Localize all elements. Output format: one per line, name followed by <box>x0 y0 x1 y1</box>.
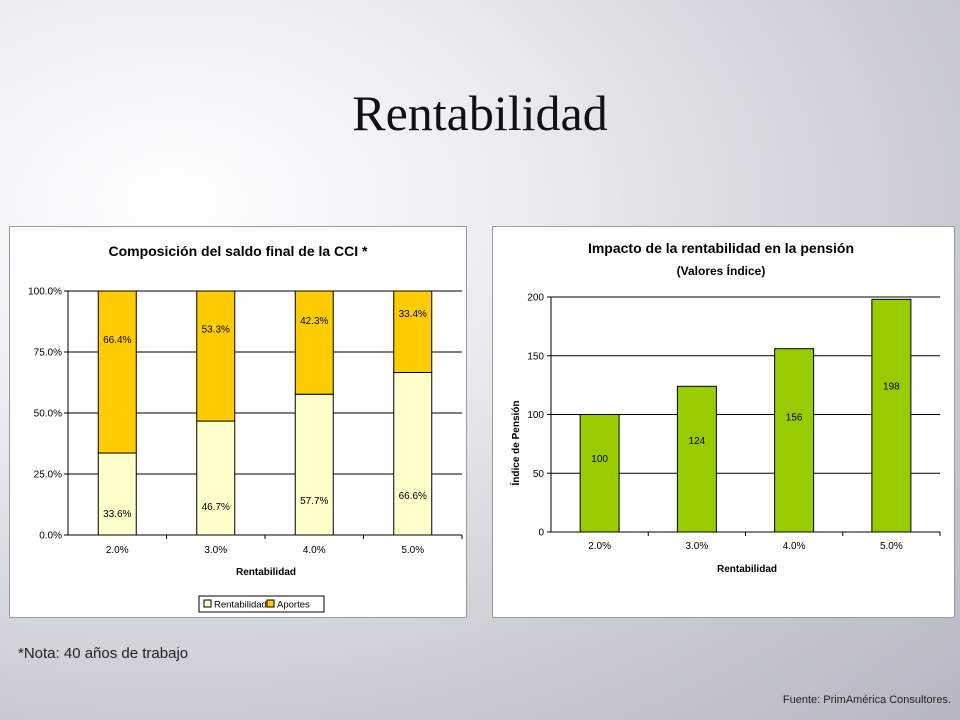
composition-chart: Composición del saldo final de la CCI * 0… <box>28 243 463 613</box>
data-label: 100 <box>591 454 608 465</box>
data-label: 66.6% <box>399 491 427 502</box>
legend-label-aportes: Aportes <box>277 600 310 611</box>
data-label: 124 <box>689 436 706 447</box>
bar-index-0 <box>579 414 620 533</box>
data-label: 46.7% <box>202 502 230 513</box>
bar-index-1 <box>676 385 717 533</box>
y-tick-label: 75.0% <box>34 348 62 359</box>
bar-aportes-1 <box>196 290 236 422</box>
y-tick-label: 0.0% <box>39 531 62 542</box>
bar-aportes-2 <box>294 290 334 395</box>
pension-index-chart-panel: Impacto de la rentabilidad en la pensión… <box>492 226 955 618</box>
legend-label-rentabilidad: Rentabilidad <box>214 600 267 611</box>
x-tick-label: 4.0% <box>303 545 326 556</box>
y-tick-label: 25.0% <box>34 470 62 481</box>
x-axis-label: Rentabilidad <box>717 564 777 575</box>
composition-chart-panel: Composición del saldo final de la CCI * 0… <box>9 226 467 618</box>
y-tick-label: 50 <box>533 469 545 480</box>
data-label: 33.4% <box>399 309 427 320</box>
y-tick-label: 100 <box>527 410 544 421</box>
bar-rentabilidad-1 <box>196 420 236 536</box>
slide-title: Rentabilidad <box>352 85 608 141</box>
bar-aportes-3 <box>393 290 433 373</box>
data-label: 33.6% <box>103 509 131 520</box>
data-label: 198 <box>883 381 900 392</box>
y-axis-label: Índice de Pensión <box>509 400 522 485</box>
y-tick-label: 100.0% <box>28 287 62 298</box>
legend-swatch-rentabilidad <box>203 599 212 608</box>
data-label: 57.7% <box>300 496 328 507</box>
footnote: *Nota: 40 años de trabajo <box>18 645 189 662</box>
bar-rentabilidad-2 <box>294 393 334 536</box>
y-tick-label: 200 <box>527 293 544 304</box>
chart-title: Impacto de la rentabilidad en la pensión <box>588 240 854 256</box>
legend-swatch-aportes <box>266 599 275 608</box>
bar-rentabilidad-0 <box>97 452 137 536</box>
y-tick-label: 50.0% <box>34 409 62 420</box>
bar-index-2 <box>774 348 815 533</box>
x-tick-label: 2.0% <box>588 541 611 552</box>
bar-rentabilidad-3 <box>393 371 433 536</box>
data-label: 53.3% <box>202 325 230 336</box>
chart-title: Composición del saldo final de la CCI * <box>108 243 368 259</box>
source-credit: Fuente: PrimAmérica Consultores. <box>782 694 951 706</box>
data-label: 156 <box>786 413 803 424</box>
x-tick-label: 3.0% <box>204 545 227 556</box>
x-tick-label: 5.0% <box>401 545 424 556</box>
x-axis-label: Rentabilidad <box>236 567 296 578</box>
x-tick-label: 5.0% <box>880 541 903 552</box>
y-tick-label: 0 <box>538 528 544 539</box>
data-label: 66.4% <box>103 335 131 346</box>
legend-box <box>198 595 325 613</box>
x-tick-label: 3.0% <box>685 541 708 552</box>
y-tick-label: 150 <box>527 351 544 362</box>
bar-index-3 <box>871 298 912 533</box>
x-tick-label: 4.0% <box>783 541 806 552</box>
bar-aportes-0 <box>97 290 137 454</box>
x-tick-label: 2.0% <box>106 545 129 556</box>
chart-subtitle: (Valores Índice) <box>677 263 766 278</box>
data-label: 42.3% <box>300 316 328 327</box>
pension-index-chart: Impacto de la rentabilidad en la pensión… <box>509 240 941 575</box>
